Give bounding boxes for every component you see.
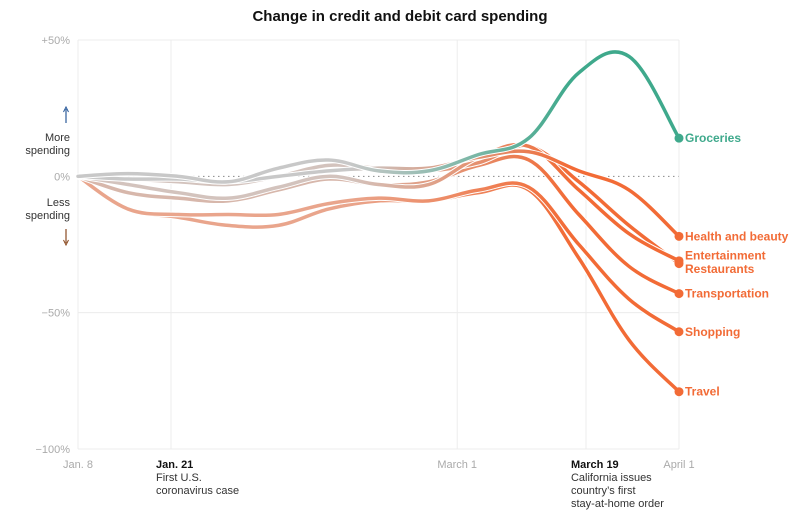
series-end-marker [674,387,684,397]
series-end-marker [674,327,684,337]
series-line-shopping [76,174,681,334]
series-halo [75,49,682,185]
series-halo [75,143,682,267]
series-line-entertainment [76,142,681,263]
end-label: Shopping [685,325,740,339]
annotation-text: coronavirus case [156,485,239,497]
end-label: Travel [685,385,720,399]
end-label: Entertainment [685,248,766,262]
end-label: Groceries [685,131,741,145]
y-tick-label: +50% [42,35,71,47]
end-label: Health and beauty [685,229,789,243]
series-line-groceries [76,50,681,184]
annotation-title: Jan. 21 [156,459,193,471]
x-tick-label: April 1 [663,459,694,471]
less-spending-label: spending [25,210,70,222]
less-spending-label: Less [47,197,71,209]
annotation-text: country’s first [571,485,636,497]
annotation-title: March 19 [571,459,619,471]
chart-title: Change in credit and debit card spending [252,8,548,25]
series-line-restaurants [76,144,681,266]
y-tick-label: 0% [54,171,70,183]
series-line-travel [76,174,681,394]
annotation-text: First U.S. [156,472,202,484]
annotation-text: stay-at-home order [571,498,664,510]
more-spending-label: More [45,132,70,144]
series-end-marker [674,289,684,299]
end-label: Transportation [685,287,769,301]
series-end-marker [674,133,684,143]
end-label: Restaurants [685,262,755,276]
arrow-up-head-icon [63,105,69,113]
series-end-marker [674,256,684,266]
series-end-marker [674,231,684,241]
series-halo [75,173,682,395]
more-spending-label: spending [25,145,70,157]
x-tick-label: Jan. 8 [63,459,93,471]
annotation-text: California issues [571,472,652,484]
y-tick-label: −50% [42,308,71,320]
arrow-down-head-icon [63,239,69,247]
y-tick-label: −100% [35,444,70,456]
x-tick-label: March 1 [437,459,477,471]
